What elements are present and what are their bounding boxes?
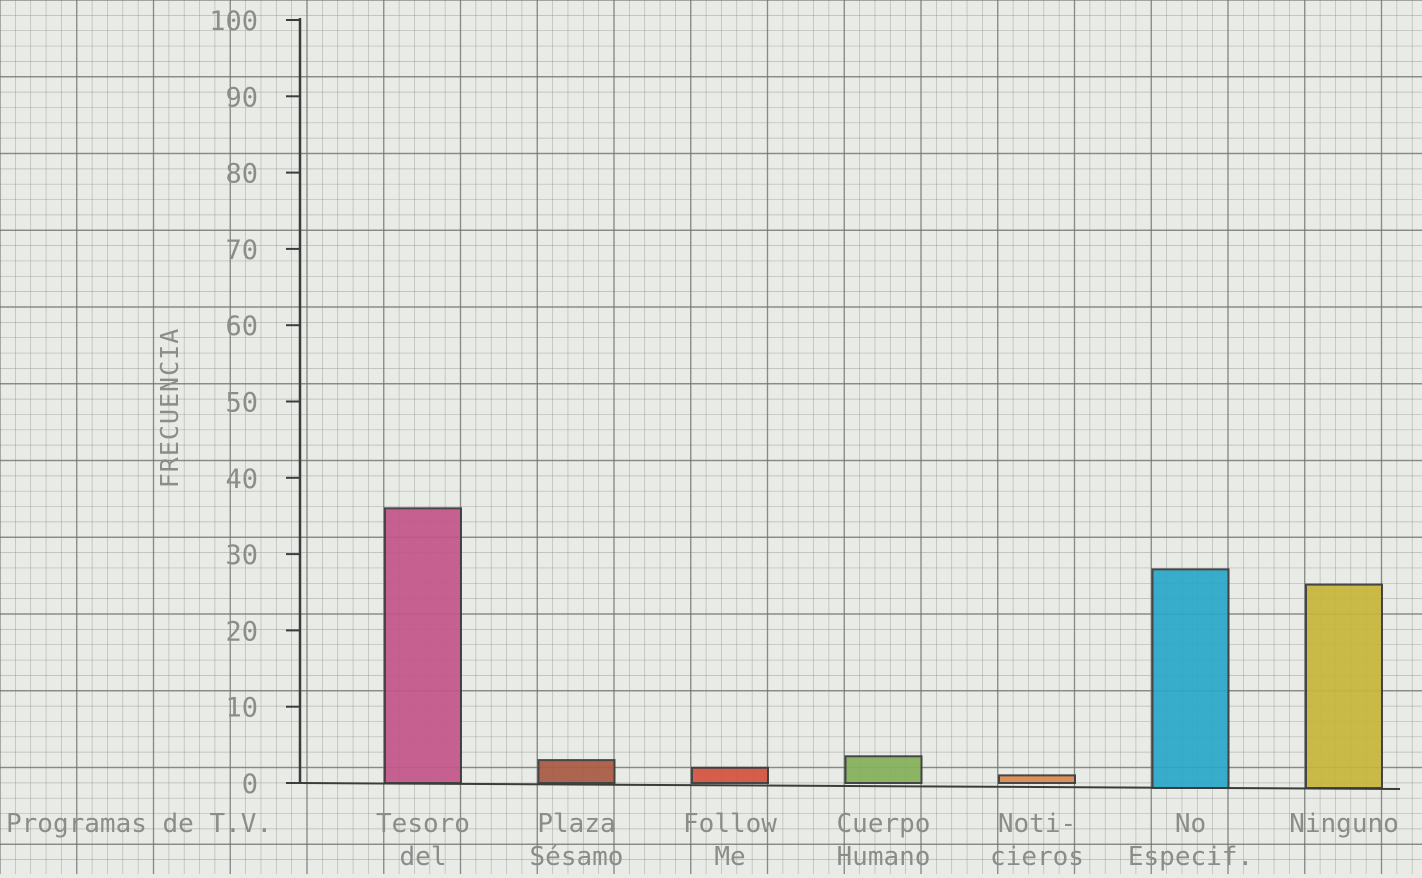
bars	[384, 507, 1383, 789]
x-category-label: cieros	[990, 842, 1084, 872]
y-axis-label: FRECUENCIA	[155, 328, 184, 489]
y-tick-label: 10	[225, 693, 258, 724]
bar	[384, 507, 462, 784]
x-category-label: Cuerpo	[837, 809, 931, 839]
y-tick-label: 50	[225, 388, 258, 419]
bar	[537, 759, 616, 784]
y-tick-label: 0	[242, 769, 258, 800]
x-category-label: Noti-	[998, 809, 1076, 839]
x-category-label: No	[1175, 809, 1206, 839]
x-category-label: Me	[714, 842, 745, 872]
x-category-label: Ninguno	[1289, 809, 1399, 839]
bar	[844, 755, 923, 784]
y-tick-label: 70	[225, 235, 258, 266]
y-tick-label: 100	[209, 6, 258, 37]
x-category-label: del	[400, 842, 447, 872]
x-category-label: Sésamo	[530, 842, 624, 872]
x-category-label: Follow	[683, 809, 777, 839]
y-tick-label: 80	[225, 159, 258, 190]
x-category-label: Humano	[837, 842, 931, 872]
y-tick-label: 90	[225, 82, 258, 113]
bar	[1305, 583, 1383, 789]
x-category-label: Especif.	[1128, 842, 1253, 872]
y-tick-label: 20	[225, 616, 258, 647]
bar	[998, 774, 1076, 784]
x-category-label: Plaza	[537, 809, 615, 839]
y-tick-label: 30	[225, 540, 258, 571]
x-category-label: Tesoro	[376, 809, 470, 839]
y-tick-label: 40	[225, 464, 258, 495]
bar	[691, 766, 769, 784]
y-tick-label: 60	[225, 311, 258, 342]
x-axis-label: Programas de T.V.	[6, 809, 272, 839]
bar	[1151, 568, 1230, 789]
